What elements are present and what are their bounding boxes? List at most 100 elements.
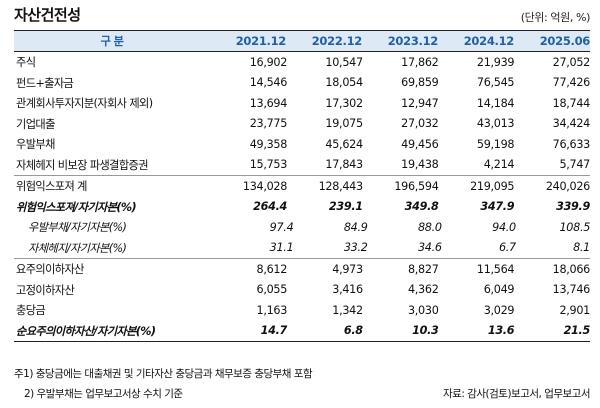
asset-quality-table: 구 분 2021.12 2022.12 2023.12 2024.12 2025…: [14, 30, 590, 342]
cell-value: 14,546: [249, 76, 288, 90]
cell-value: 13,746: [552, 283, 591, 297]
table-row: 기업대출 23,775 19,075 27,032 43,013 34,424: [14, 114, 590, 135]
cell-value: 8.1: [573, 241, 591, 255]
cell-value: 15,753: [249, 158, 288, 172]
cell-value: 27,032: [401, 117, 439, 131]
cell-value: 8,827: [407, 262, 439, 276]
row-label: 우발부채: [16, 138, 55, 152]
cell-value: 18,066: [552, 262, 591, 276]
cell-value: 84.9: [343, 220, 368, 234]
row-label: 관계회사투자지분(자회사 제외): [16, 97, 153, 111]
cell-value: 1,163: [256, 303, 288, 317]
cell-value: 18,054: [325, 76, 363, 90]
cell-value: 16,902: [249, 55, 288, 69]
cell-value: 4,214: [483, 158, 515, 172]
cell-value: 219,095: [470, 179, 515, 193]
cell-value: 8,612: [256, 262, 288, 276]
cell-value: 3,030: [407, 303, 439, 317]
table-row: 요주의이하자산 8,612 4,973 8,827 11,564 18,066: [14, 258, 590, 280]
cell-value: 17,862: [401, 55, 439, 69]
table-row: 우발부채 49,358 45,624 49,456 59,198 76,633: [14, 134, 590, 155]
cell-value: 21.5: [563, 324, 591, 338]
cell-value: 196,594: [394, 179, 439, 193]
page-title: 자산건전성: [14, 6, 81, 24]
cell-value: 2,901: [559, 303, 590, 317]
table-row-total: 위험익스포져 계 134,028 128,443 196,594 219,095…: [14, 175, 590, 197]
table-row: 주식 16,902 10,547 17,862 21,939 27,052: [14, 52, 590, 73]
header-col-2024-12: 2024.12: [463, 34, 515, 48]
cell-value: 349.8: [404, 200, 439, 214]
table-row-ratio: 우발부채/자기자본(%) 97.4 84.9 88.0 94.0 108.5: [14, 217, 590, 238]
cell-value: 59,198: [476, 137, 515, 151]
cell-value: 14.7: [260, 324, 288, 338]
row-label: 우발부채/자기자본(%): [28, 221, 127, 235]
cell-value: 34,424: [552, 117, 591, 131]
cell-value: 49,358: [249, 137, 288, 151]
table-row-ratio: 자체헤지/자기자본(%) 31.1 33.2 34.6 6.7 8.1: [14, 238, 590, 259]
header-col-2021-12: 2021.12: [235, 34, 287, 48]
cell-value: 5,747: [559, 158, 590, 172]
footnote-2: 2) 우발부채는 업무보고서상 수치 기준: [24, 388, 183, 400]
cell-value: 11,564: [476, 262, 515, 276]
cell-value: 1,342: [332, 303, 363, 317]
cell-value: 19,075: [325, 117, 363, 131]
footnote-1: 주1) 충당금에는 대출채권 및 기타자산 충당금과 채무보증 충당부채 포함: [14, 368, 313, 380]
cell-value: 108.5: [559, 220, 591, 234]
row-label: 펀드+출자금: [16, 76, 74, 90]
cell-value: 43,013: [476, 117, 515, 131]
cell-value: 33.2: [343, 241, 368, 255]
row-label: 자체헤지/자기자본(%): [28, 241, 127, 255]
row-label: 자체헤지 비보장 파생결합증권: [16, 158, 149, 172]
cell-value: 13,694: [249, 96, 288, 110]
cell-value: 6,049: [483, 283, 515, 297]
row-label: 순요주의이하자산/자기자본(%): [16, 324, 156, 338]
cell-value: 347.9: [480, 200, 515, 214]
row-label: 위험익스포져/자기자본(%): [16, 200, 137, 214]
cell-value: 14,184: [476, 96, 515, 110]
cell-value: 13.6: [487, 324, 515, 338]
cell-value: 12,947: [401, 96, 439, 110]
header-label: 구 분: [100, 35, 124, 48]
cell-value: 18,744: [552, 96, 591, 110]
cell-value: 76,633: [552, 137, 591, 151]
cell-value: 21,939: [476, 55, 515, 69]
cell-value: 10.3: [412, 324, 439, 338]
cell-value: 6.7: [498, 241, 516, 255]
cell-value: 128,443: [318, 179, 363, 193]
table-row: 관계회사투자지분(자회사 제외) 13,694 17,302 12,947 14…: [14, 93, 590, 114]
cell-value: 4,362: [407, 283, 439, 297]
cell-value: 17,302: [325, 96, 363, 110]
cell-value: 77,426: [552, 76, 591, 90]
row-label: 충당금: [16, 304, 46, 318]
cell-value: 69,859: [401, 76, 439, 90]
row-label: 기업대출: [16, 117, 55, 131]
source-note: 자료: 감사(검토)보고서, 업무보고서: [443, 388, 590, 400]
row-label: 주식: [16, 56, 36, 70]
table-row: 펀드+출자금 14,546 18,054 69,859 76,545 77,42…: [14, 73, 590, 94]
cell-value: 134,028: [242, 179, 288, 193]
row-label: 요주의이하자산: [16, 263, 84, 277]
cell-value: 4,973: [332, 262, 363, 276]
table-header-row: 구 분 2021.12 2022.12 2023.12 2024.12 2025…: [14, 30, 590, 52]
unit-label: (단위: 억원, %): [520, 11, 591, 24]
cell-value: 19,438: [401, 158, 439, 172]
cell-value: 45,624: [325, 137, 363, 151]
cell-value: 240,026: [545, 179, 590, 193]
cell-value: 17,843: [325, 158, 363, 172]
cell-value: 10,547: [325, 55, 363, 69]
header-col-2022-12: 2022.12: [311, 34, 363, 48]
table-row-ratio: 위험익스포져/자기자본(%) 264.4 239.1 349.8 347.9 3…: [14, 197, 590, 218]
table-row: 자체헤지 비보장 파생결합증권 15,753 17,843 19,438 4,2…: [14, 155, 590, 176]
row-label: 고정이하자산: [16, 283, 75, 297]
cell-value: 88.0: [417, 220, 442, 234]
table-row: 고정이하자산 6,055 3,416 4,362 6,049 13,746: [14, 280, 590, 301]
row-label: 위험익스포져 계: [16, 180, 87, 194]
cell-value: 94.0: [492, 220, 516, 234]
cell-value: 239.1: [328, 200, 363, 214]
cell-value: 6,055: [256, 283, 288, 297]
cell-value: 3,416: [332, 283, 363, 297]
cell-value: 97.4: [269, 220, 294, 234]
cell-value: 34.6: [417, 241, 442, 255]
table-row-ratio: 순요주의이하자산/자기자본(%) 14.7 6.8 10.3 13.6 21.5: [14, 321, 591, 342]
cell-value: 27,052: [552, 55, 591, 69]
